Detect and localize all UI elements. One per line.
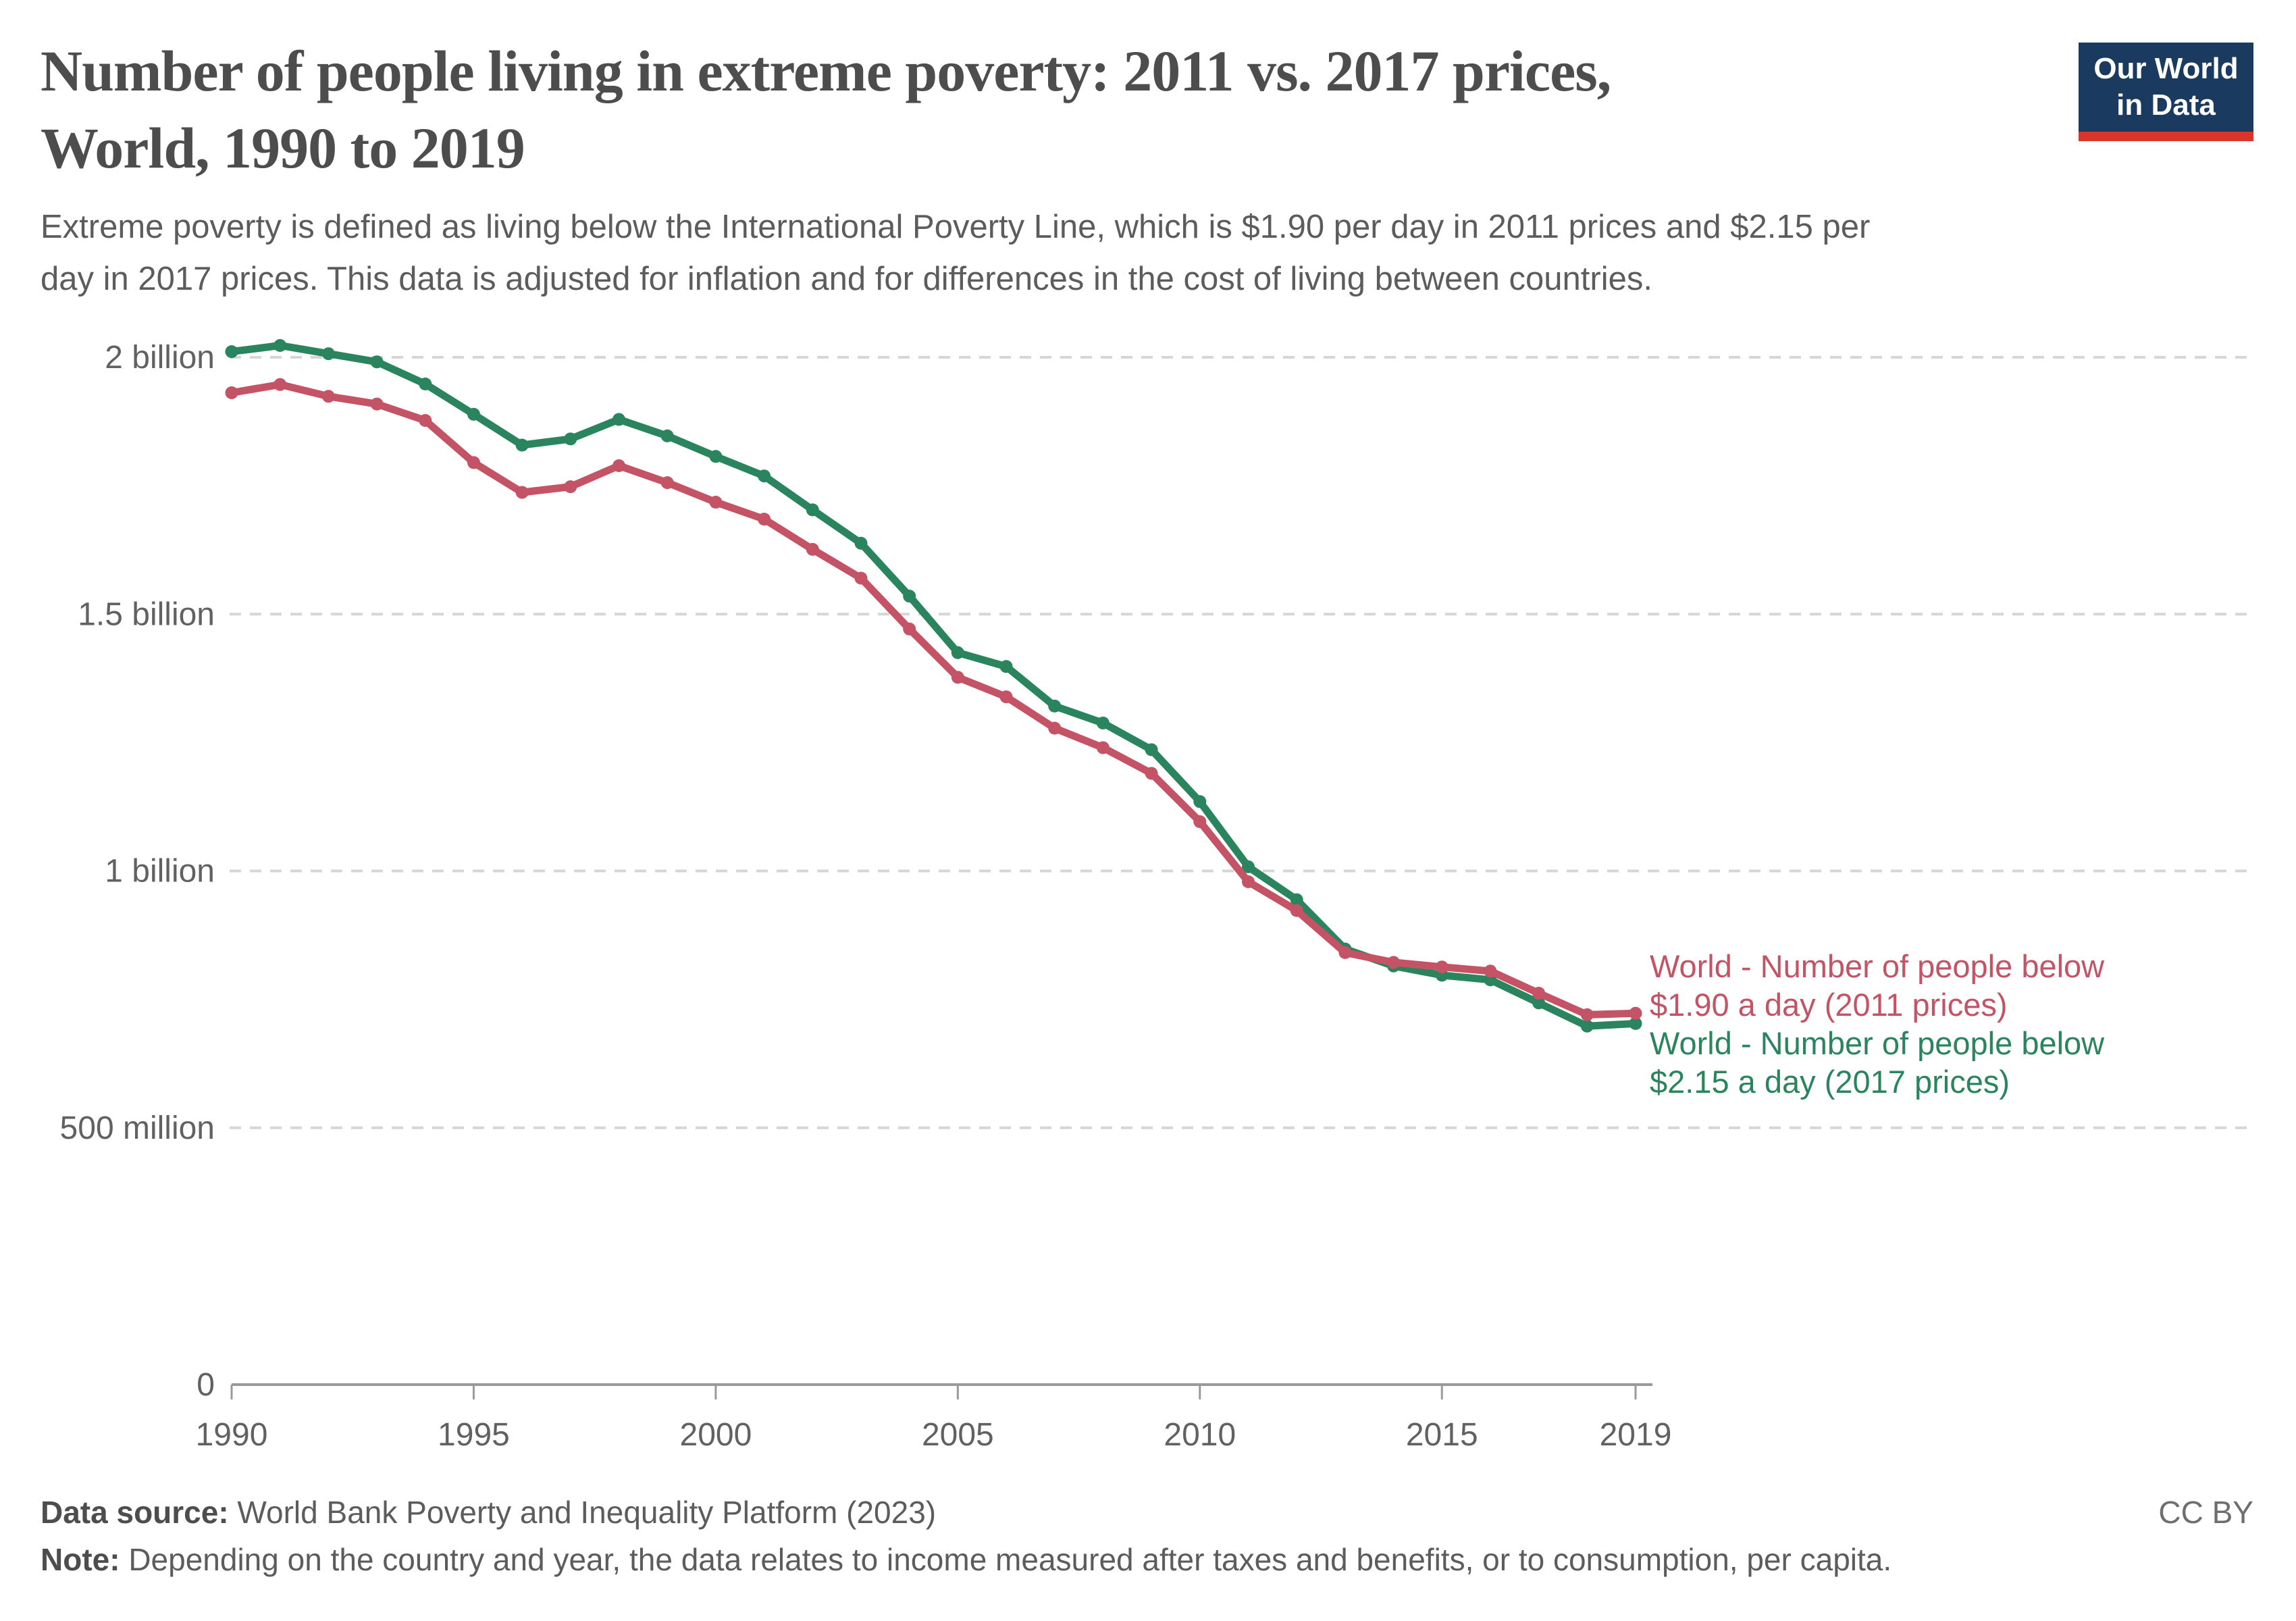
chart-subtitle: Extreme poverty is defined as living bel… [41, 201, 2262, 305]
x-axis-tick-label: 2005 [922, 1417, 994, 1453]
data-point [709, 496, 723, 509]
data-point [225, 386, 238, 399]
data-point [1242, 860, 1255, 873]
data-point [1387, 956, 1401, 969]
data-point [999, 660, 1013, 673]
data-point [999, 690, 1013, 704]
x-axis: 1990 1995 2000 2005 2010 2015 2019 [196, 1383, 1672, 1453]
data-point [1193, 795, 1207, 808]
x-axis-tick-label: 2015 [1406, 1417, 1478, 1453]
data-point [564, 480, 577, 494]
legend-1.90-line-2: $1.90 a day (2011 prices) [1650, 987, 2008, 1023]
data-source-label: Data source: [41, 1495, 229, 1530]
data-point [854, 571, 868, 585]
data-point [467, 456, 480, 469]
data-point [758, 513, 771, 526]
data-point [1629, 1017, 1642, 1030]
data-point [1096, 717, 1110, 729]
y-axis-label: 0 [197, 1367, 215, 1403]
data-source-text: World Bank Poverty and Inequality Platfo… [228, 1495, 937, 1530]
data-point [1048, 699, 1062, 713]
data-point [758, 469, 771, 483]
y-axis-label: 1.5 billion [78, 596, 215, 632]
x-axis-tick-label: 2019 [1600, 1417, 1672, 1453]
data-point [903, 622, 916, 636]
data-point [709, 450, 723, 463]
data-point [225, 345, 238, 359]
series-line [228, 342, 1640, 1030]
data-point [612, 413, 625, 426]
legend-1.90-line-1: World - Number of people below [1650, 948, 2105, 984]
license-badge: CC BY [2158, 1495, 2253, 1530]
data-point [903, 590, 916, 603]
title-line-1: Number of people living in extreme pover… [41, 38, 1611, 103]
data-point [1532, 996, 1546, 1010]
data-point [1629, 1006, 1642, 1020]
note-line: Note: Depending on the country and year,… [41, 1541, 1891, 1578]
data-point [660, 476, 674, 490]
data-point [370, 397, 384, 411]
data-point [1193, 815, 1207, 828]
data-point [370, 355, 384, 369]
data-point [515, 438, 529, 452]
x-axis-tick-label: 1995 [438, 1417, 510, 1453]
y-axis-label: 2 billion [105, 340, 215, 376]
note-text: Depending on the country and year, the d… [120, 1542, 1892, 1577]
legend-entry-2.15: World - Number of people below $2.15 a d… [1650, 1024, 2271, 1101]
gridlines: 2 billion 1.5 billion 1 billion 500 million… [60, 340, 2253, 1403]
legend-entry-1.90: World - Number of people below $1.90 a d… [1650, 947, 2271, 1024]
data-point [1484, 964, 1497, 978]
data-point [467, 407, 480, 421]
subtitle-line-1: Extreme poverty is defined as living bel… [41, 209, 1871, 245]
data-point [321, 347, 335, 361]
data-point [419, 378, 432, 390]
data-point [1338, 946, 1352, 959]
data-point [951, 646, 964, 659]
title-line-2: World, 1990 to 2019 [41, 115, 525, 180]
chart-legend: World - Number of people below $1.90 a d… [1650, 947, 2271, 1101]
data-point [273, 339, 287, 352]
series-line [228, 380, 1640, 1019]
x-axis-tick-label: 2000 [680, 1417, 752, 1453]
page-title: Number of people living in extreme pover… [41, 32, 2039, 186]
data-point [806, 542, 819, 556]
data-point [1145, 743, 1158, 756]
data-point [273, 378, 287, 391]
logo-line-2: in Data [2116, 88, 2216, 122]
data-point [1242, 875, 1255, 888]
data-point [1580, 1008, 1594, 1021]
subtitle-line-2: day in 2017 prices. This data is adjuste… [41, 261, 1652, 297]
x-axis-tick-label: 1990 [196, 1417, 268, 1453]
x-axis-tick-label: 2010 [1164, 1417, 1236, 1453]
data-point [854, 536, 868, 550]
data-point [1435, 960, 1449, 974]
data-point [1580, 1019, 1594, 1033]
y-axis-label: 1 billion [105, 854, 215, 890]
data-point [612, 459, 625, 472]
data-point [1096, 741, 1110, 754]
y-axis-label: 500 million [60, 1110, 215, 1146]
data-point [660, 429, 674, 442]
logo-line-1: Our World [2093, 52, 2239, 85]
data-point [1290, 904, 1303, 917]
data-point [564, 432, 577, 446]
data-point [806, 503, 819, 517]
data-point [1145, 767, 1158, 780]
data-point [1532, 987, 1546, 1000]
data-point [1290, 893, 1303, 906]
legend-2.15-line-1: World - Number of people below [1650, 1025, 2105, 1061]
data-point [951, 671, 964, 684]
data-source-line: Data source: World Bank Poverty and Ineq… [41, 1494, 936, 1530]
owid-logo: Our World in Data [2079, 43, 2253, 141]
legend-2.15-line-2: $2.15 a day (2017 prices) [1650, 1064, 2010, 1100]
data-point [321, 390, 335, 403]
data-point [1048, 721, 1062, 735]
note-label: Note: [41, 1542, 120, 1577]
data-series [225, 339, 1642, 1033]
data-point [419, 414, 432, 427]
data-point [515, 486, 529, 499]
